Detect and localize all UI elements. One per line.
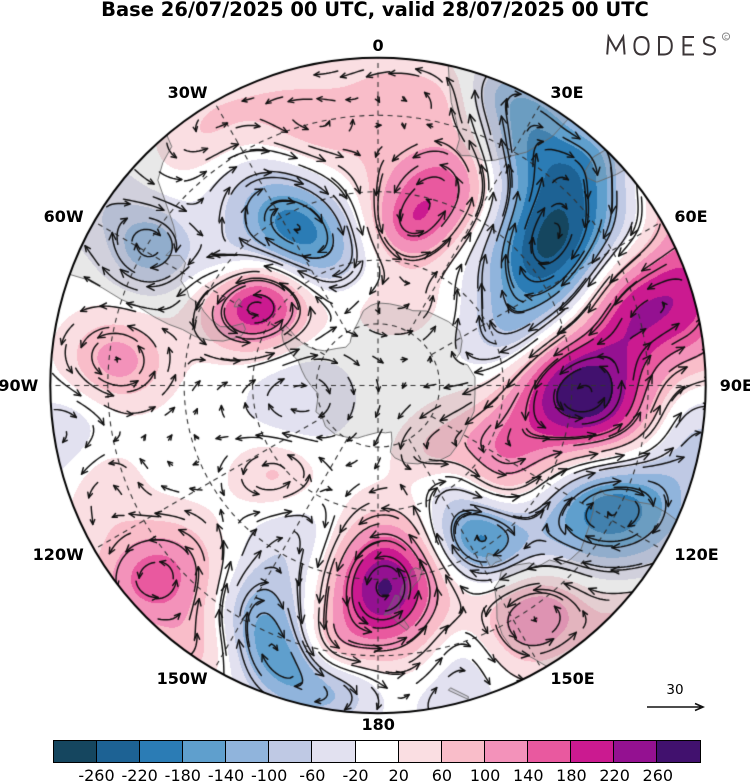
colorbar-tick--220: -220 — [121, 766, 158, 783]
lon-label-90W: 90W — [0, 376, 39, 395]
colorbar — [53, 739, 701, 763]
colorbar-tick--180: -180 — [164, 766, 201, 783]
colorbar-segment-12 — [570, 740, 614, 762]
lon-label-150W: 150W — [156, 669, 208, 689]
lon-label-120E: 120E — [674, 545, 719, 565]
colorbar-tick-260: 260 — [642, 766, 674, 783]
lon-label-180: 180 — [361, 714, 395, 734]
colorbar-tick-180: 180 — [556, 766, 587, 783]
colorbar-segment-7 — [355, 740, 399, 762]
lon-label-150E: 150E — [550, 669, 595, 689]
colorbar-segment-8 — [398, 740, 442, 762]
colorbar-tick--140: -140 — [207, 766, 245, 783]
colorbar-tick-20: 20 — [388, 766, 409, 783]
colorbar-tick-100: 100 — [469, 766, 501, 783]
colorbar-segment-0 — [54, 740, 98, 762]
colorbar-segment-1 — [97, 740, 141, 762]
lon-label-0: 0 — [372, 35, 384, 55]
colorbar-segment-14 — [656, 740, 700, 762]
colorbar-tick--100: -100 — [251, 766, 288, 783]
colorbar-tick-220: 220 — [599, 766, 630, 783]
colorbar-tick--60: -60 — [299, 766, 326, 783]
lon-label-120W: 120W — [32, 545, 84, 565]
colorbar-segment-10 — [484, 740, 528, 762]
colorbar-segment-9 — [441, 740, 485, 762]
colorbar-segment-2 — [140, 740, 184, 762]
colorbar-segment-6 — [312, 740, 356, 762]
colorbar-tick--20: -20 — [342, 766, 369, 783]
colorbar-tick-60: 60 — [431, 766, 453, 783]
colorbar-segment-4 — [226, 740, 270, 762]
colorbar-segment-13 — [613, 740, 657, 762]
reference-arrow-shaft — [647, 702, 705, 711]
reference-arrow-icon — [647, 702, 705, 711]
lon-label-30E: 30E — [550, 82, 584, 102]
lon-label-60E: 60E — [674, 206, 708, 226]
lon-label-30W: 30W — [167, 82, 208, 102]
colorbar-segment-11 — [527, 740, 571, 762]
reference-arrow-label: 30 — [666, 682, 684, 698]
lon-label-90E: 90E — [719, 376, 750, 395]
colorbar-segment-5 — [269, 740, 313, 762]
colorbar-tick--260: -260 — [78, 766, 115, 783]
colorbar-tick-140: 140 — [512, 766, 544, 783]
colorbar-segment-3 — [183, 740, 227, 762]
lon-label-60W: 60W — [43, 206, 84, 226]
